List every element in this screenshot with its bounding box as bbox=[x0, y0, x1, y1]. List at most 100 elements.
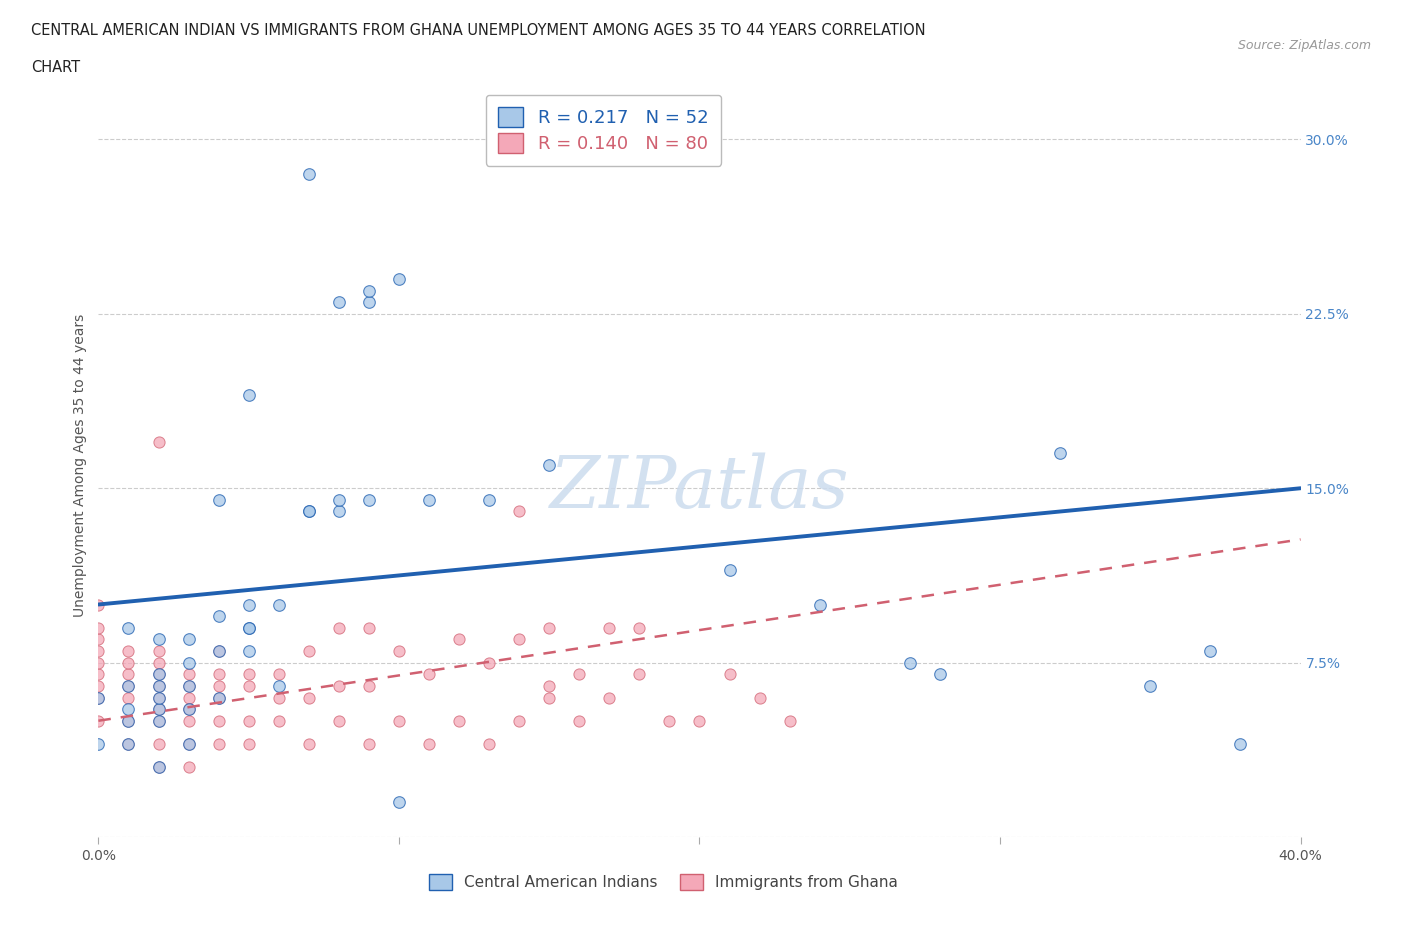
Point bbox=[388, 272, 411, 286]
Point bbox=[148, 632, 170, 647]
Point bbox=[298, 504, 321, 519]
Point bbox=[177, 737, 200, 751]
Point bbox=[748, 690, 770, 705]
Point bbox=[298, 737, 321, 751]
Point bbox=[298, 690, 321, 705]
Point bbox=[328, 679, 350, 694]
Text: ZIPatlas: ZIPatlas bbox=[550, 452, 849, 523]
Point bbox=[177, 701, 200, 716]
Point bbox=[87, 655, 110, 670]
Point bbox=[208, 679, 231, 694]
Point bbox=[418, 737, 440, 751]
Point bbox=[117, 679, 139, 694]
Point bbox=[177, 632, 200, 647]
Point bbox=[267, 597, 290, 612]
Point bbox=[658, 713, 681, 728]
Point bbox=[148, 701, 170, 716]
Point bbox=[238, 620, 260, 635]
Point bbox=[148, 760, 170, 775]
Point bbox=[538, 690, 561, 705]
Point bbox=[177, 679, 200, 694]
Point bbox=[357, 620, 380, 635]
Point bbox=[87, 667, 110, 682]
Point bbox=[238, 667, 260, 682]
Point bbox=[208, 609, 231, 624]
Point bbox=[177, 701, 200, 716]
Legend: Central American Indians, Immigrants from Ghana: Central American Indians, Immigrants fro… bbox=[423, 868, 904, 897]
Point bbox=[117, 713, 139, 728]
Point bbox=[418, 493, 440, 508]
Point bbox=[117, 667, 139, 682]
Point bbox=[117, 690, 139, 705]
Point bbox=[568, 713, 591, 728]
Point bbox=[718, 562, 741, 577]
Point bbox=[177, 655, 200, 670]
Point bbox=[568, 667, 591, 682]
Point bbox=[238, 644, 260, 658]
Point bbox=[148, 434, 170, 449]
Point bbox=[117, 701, 139, 716]
Point bbox=[328, 713, 350, 728]
Point bbox=[117, 655, 139, 670]
Point bbox=[148, 690, 170, 705]
Point bbox=[1139, 679, 1161, 694]
Point bbox=[238, 679, 260, 694]
Point bbox=[208, 644, 231, 658]
Point bbox=[929, 667, 952, 682]
Point bbox=[478, 737, 501, 751]
Point bbox=[898, 655, 921, 670]
Point bbox=[208, 667, 231, 682]
Point bbox=[148, 737, 170, 751]
Point bbox=[208, 713, 231, 728]
Point bbox=[538, 620, 561, 635]
Point bbox=[87, 644, 110, 658]
Point bbox=[208, 737, 231, 751]
Point bbox=[357, 679, 380, 694]
Point bbox=[447, 632, 470, 647]
Point bbox=[388, 644, 411, 658]
Point bbox=[478, 493, 501, 508]
Point bbox=[1229, 737, 1251, 751]
Point bbox=[148, 655, 170, 670]
Point bbox=[808, 597, 831, 612]
Point bbox=[117, 620, 139, 635]
Point bbox=[1199, 644, 1222, 658]
Point bbox=[117, 737, 139, 751]
Point bbox=[177, 713, 200, 728]
Point bbox=[148, 701, 170, 716]
Point bbox=[478, 655, 501, 670]
Point bbox=[267, 679, 290, 694]
Point bbox=[598, 620, 620, 635]
Y-axis label: Unemployment Among Ages 35 to 44 years: Unemployment Among Ages 35 to 44 years bbox=[73, 313, 87, 617]
Point bbox=[208, 690, 231, 705]
Point bbox=[208, 493, 231, 508]
Point bbox=[117, 679, 139, 694]
Point bbox=[238, 737, 260, 751]
Point bbox=[779, 713, 801, 728]
Point bbox=[87, 713, 110, 728]
Point bbox=[117, 737, 139, 751]
Point bbox=[388, 713, 411, 728]
Point bbox=[538, 679, 561, 694]
Point bbox=[628, 620, 651, 635]
Point bbox=[148, 713, 170, 728]
Point bbox=[87, 690, 110, 705]
Point bbox=[87, 597, 110, 612]
Point bbox=[598, 690, 620, 705]
Point bbox=[357, 493, 380, 508]
Point bbox=[267, 667, 290, 682]
Point bbox=[177, 679, 200, 694]
Point bbox=[148, 679, 170, 694]
Point bbox=[177, 690, 200, 705]
Point bbox=[117, 644, 139, 658]
Point bbox=[357, 295, 380, 310]
Point bbox=[177, 760, 200, 775]
Point bbox=[148, 667, 170, 682]
Point bbox=[1049, 445, 1071, 460]
Point bbox=[238, 713, 260, 728]
Point bbox=[508, 504, 530, 519]
Point bbox=[328, 295, 350, 310]
Point bbox=[148, 644, 170, 658]
Text: CENTRAL AMERICAN INDIAN VS IMMIGRANTS FROM GHANA UNEMPLOYMENT AMONG AGES 35 TO 4: CENTRAL AMERICAN INDIAN VS IMMIGRANTS FR… bbox=[31, 23, 925, 38]
Point bbox=[718, 667, 741, 682]
